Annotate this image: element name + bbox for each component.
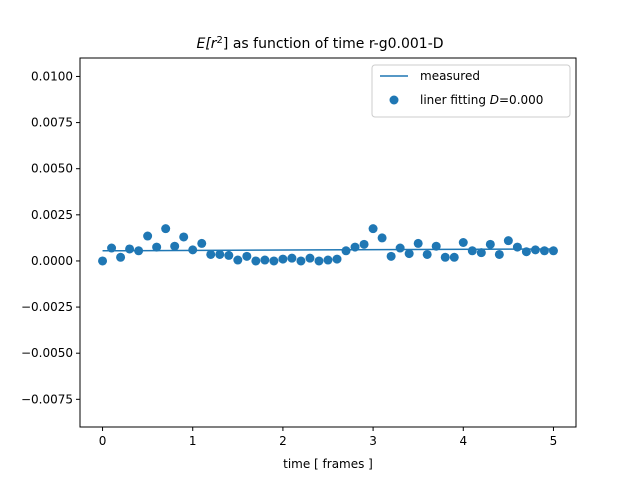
scatter-point [314,256,324,266]
scatter-point [215,249,225,259]
y-tick-label: 0.0075 [31,116,73,130]
scatter-point [134,246,144,256]
chart-title: E[r2] as function of time r-g0.001-D [196,35,443,52]
scatter-point [242,251,252,261]
scatter-point [386,251,396,261]
scatter-point [377,233,387,243]
scatter-point [521,247,531,257]
x-tick-label: 1 [189,434,197,448]
scatter-point [323,255,333,265]
scatter-point [269,256,279,266]
plot-frame [79,57,577,428]
data-marks [98,224,558,266]
scatter-point [107,243,117,253]
scatter-point [233,255,243,265]
scatter-point [458,238,468,247]
scatter-point [359,239,369,249]
scatter-point [224,250,234,260]
scatter-point [404,249,414,259]
legend-measured-label: measured [420,69,480,83]
scatter-point [395,243,405,253]
y-tick-label: −0.0050 [21,346,73,360]
scatter-point [332,254,342,264]
scatter-point [152,242,162,252]
scatter-point [512,242,522,252]
legend-fitting-prefix: liner fitting [420,93,490,107]
title-suffix: ] as function of time r-g0.001-D [223,36,444,52]
y-tick-label: 0.0050 [31,162,73,176]
legend-fitting-suffix: =0.000 [499,93,543,107]
scatter-point [485,239,495,249]
scatter-point [296,256,306,266]
scatter-point [278,254,288,264]
legend-fitting-italic: D [490,93,499,107]
scatter-point [503,236,513,246]
y-tick-label: −0.0025 [21,300,73,314]
legend-scatter-swatch [389,95,399,105]
y-tick-label: 0.0100 [31,69,73,83]
scatter-point [539,246,549,256]
y-tick-label: 0.0000 [31,254,73,268]
scatter-point [125,244,135,254]
x-axis-label: time [ frames ] [283,457,373,471]
scatter-point [143,231,153,241]
scatter-point [260,255,270,265]
scatter-point [413,238,423,248]
x-tick-label: 3 [369,434,377,448]
y-tick-label: −0.0075 [21,392,73,406]
scatter-point [116,252,126,262]
scatter-point [530,245,540,255]
title-superscript: 2 [217,35,223,46]
x-tick-label: 0 [99,434,107,448]
scatter-point [467,246,477,256]
scatter-point [548,246,558,256]
scatter-point [197,238,207,248]
axes: 0 1 2 3 4 5 −0.0075 −0.0050 −0.0025 0.0000 0.0025 0… [21,57,577,448]
scatter-point [431,241,441,251]
scatter-point [206,249,216,259]
x-tick-label: 5 [550,434,558,448]
scatter-point [251,256,261,266]
scatter-point [440,252,450,262]
scatter-point [161,224,171,234]
scatter-point [422,249,432,259]
scatter-point [368,224,378,234]
scatter-point [494,249,504,259]
scatter-point [188,245,198,255]
scatter-point [476,248,486,258]
legend-box [371,64,571,118]
scatter-point [287,253,297,263]
scatter-point [305,253,315,263]
title-prefix: E[r [196,36,217,52]
measured-line [102,248,554,252]
scatter-point [179,232,189,242]
legend-fitting-label: liner fitting D=0.000 [420,93,543,107]
scatter-point [449,252,459,262]
scatter-point [98,256,108,266]
scatter-point [170,241,180,251]
x-tick-label: 2 [279,434,287,448]
legend: measured liner fitting D=0.000 [371,64,571,118]
scatter-point [350,242,360,252]
scatter-point [341,246,351,256]
x-tick-label: 4 [459,434,467,448]
y-tick-label: 0.0025 [31,208,73,222]
